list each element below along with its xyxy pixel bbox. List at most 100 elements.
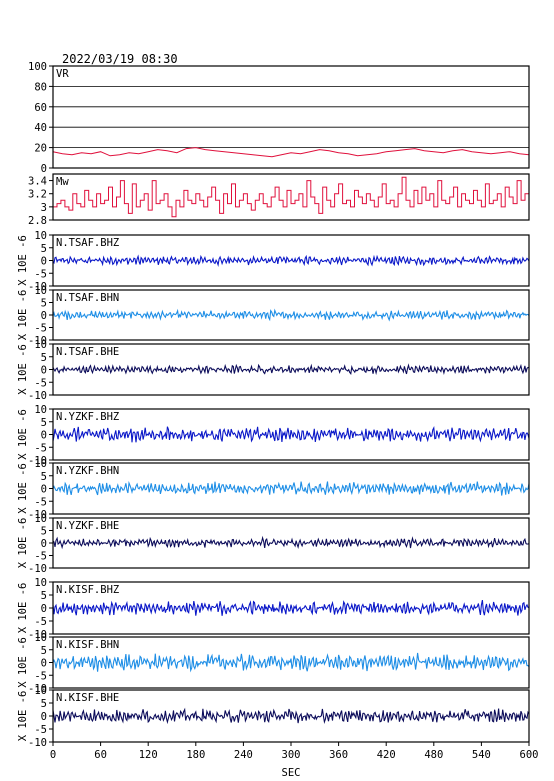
y-tick-label: -10 (28, 737, 47, 749)
panel-frame (52, 462, 530, 515)
panel-frame (52, 581, 530, 635)
y-tick-label: 60 (34, 102, 47, 114)
y-axis-unit-label: X 10E -6 (17, 409, 29, 460)
panel-frame (52, 234, 530, 287)
y-tick-label: -5 (34, 670, 47, 682)
y-tick-label: 0 (41, 538, 47, 550)
y-tick-label: 0 (41, 603, 47, 615)
x-tick-label: 0 (50, 749, 56, 761)
x-axis: 0 60 120 180 240 300 360 420 480 540 600 (50, 742, 539, 761)
panel-frame (52, 173, 530, 221)
y-tick-label: 10 (34, 458, 47, 470)
x-tick-label: 600 (520, 749, 539, 761)
panel-label: N.YZKF.BHN (56, 465, 119, 477)
panel-label: N.TSAF.BHN (56, 292, 119, 304)
y-tick-label: -10 (28, 683, 47, 695)
y-tick-label: -5 (34, 496, 47, 508)
y-tick-label: 5 (41, 698, 47, 710)
series-line-n-kisf-bhz (52, 599, 530, 616)
panel-label: N.KISF.BHN (56, 639, 119, 651)
x-tick-label: 300 (282, 749, 301, 761)
panel-label: N.YZKF.BHE (56, 520, 119, 532)
x-tick-label: 240 (234, 749, 253, 761)
x-tick-label: 60 (94, 749, 107, 761)
series-line-n-kisf-bhn (52, 652, 530, 673)
y-axis-unit-label: X 10E -6 (17, 235, 29, 286)
y-tick-label: 5 (41, 298, 47, 310)
y-tick-label: 5 (41, 352, 47, 364)
figure-title: 2022/03/19 08:30 (62, 52, 178, 66)
x-tick-label: 480 (424, 749, 443, 761)
series-line-mw (53, 176, 530, 218)
y-tick-label: 0 (41, 365, 47, 377)
series-line-n-yzkf-bhe (52, 535, 530, 550)
y-tick-label: -5 (34, 551, 47, 563)
x-tick-label: 420 (377, 749, 396, 761)
panel-frame (52, 408, 530, 461)
y-tick-label: -5 (34, 724, 47, 736)
y-tick-label: 3.2 (28, 189, 47, 201)
y-axis-unit-label: X 10E -6 (17, 691, 29, 742)
panel-label: N.TSAF.BHE (56, 346, 119, 358)
y-tick-label: 10 (34, 577, 47, 589)
panel-frame (52, 289, 530, 341)
y-tick-label: 0 (41, 430, 47, 442)
y-tick-label: 80 (34, 81, 47, 93)
x-axis-label: SEC (282, 767, 301, 779)
y-tick-label: 10 (34, 339, 47, 351)
y-tick-label: -10 (28, 563, 47, 575)
y-tick-label: 5 (41, 243, 47, 255)
y-tick-label: 10 (34, 285, 47, 297)
y-tick-label: 10 (34, 632, 47, 644)
panel-label: N.TSAF.BHZ (56, 237, 119, 249)
y-tick-label: 0 (41, 658, 47, 670)
y-tick-label: 0 (41, 310, 47, 322)
panel-frame (52, 517, 530, 569)
y-tick-label: 3 (41, 202, 47, 214)
y-tick-label: 10 (34, 685, 47, 697)
y-axis-unit-label: X 10E -6 (17, 463, 29, 514)
series-line-n-yzkf-bhz (52, 426, 530, 443)
series-line-vr (52, 147, 530, 158)
y-axis-unit-label: X 10E -6 (17, 344, 29, 395)
series-line-n-kisf-bhe (52, 707, 530, 725)
y-tick-label: 10 (34, 230, 47, 242)
y-tick-label: -5 (34, 323, 47, 335)
y-axis-unit-label: X 10E -6 (17, 637, 29, 688)
panel-label: N.YZKF.BHZ (56, 411, 119, 423)
y-tick-label: 0 (41, 484, 47, 496)
y-tick-label: 10 (34, 404, 47, 416)
y-tick-label: 20 (34, 143, 47, 155)
y-tick-label: 2.8 (28, 215, 47, 227)
y-tick-label: -10 (28, 335, 47, 347)
panel-frame (52, 636, 530, 689)
y-tick-label: 100 (28, 61, 47, 73)
x-tick-label: 360 (329, 749, 348, 761)
panel-mw: 2.833.23.4 Mw (28, 173, 530, 227)
panel-vr: 0 20 40 60 80 100 VR (28, 61, 530, 175)
panel-label: N.KISF.BHZ (56, 584, 119, 596)
y-tick-label: 0 (41, 711, 47, 723)
panel-label: VR (56, 68, 69, 80)
y-tick-label: 5 (41, 526, 47, 538)
y-axis-unit-label: X 10E -6 (17, 518, 29, 569)
y-tick-label: -5 (34, 377, 47, 389)
series-line-n-tsaf-bhn (52, 308, 530, 322)
y-tick-label: -10 (28, 390, 47, 402)
panel-label: N.KISF.BHE (56, 692, 119, 704)
y-tick-label: 5 (41, 471, 47, 483)
panel-label: Mw (56, 176, 69, 188)
y-tick-label: -10 (28, 629, 47, 641)
y-tick-label: 0 (41, 256, 47, 268)
y-tick-label: -10 (28, 455, 47, 467)
y-tick-label: 5 (41, 590, 47, 602)
